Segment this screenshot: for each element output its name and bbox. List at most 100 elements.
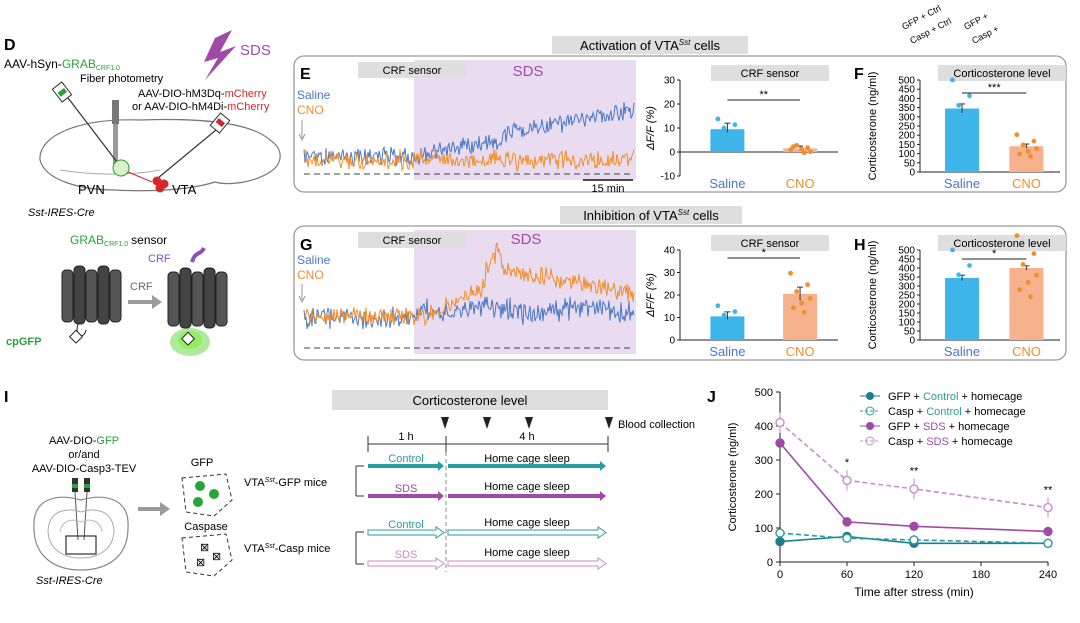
data-point — [1014, 132, 1020, 138]
category-label: Saline — [709, 176, 745, 191]
y-tick-label: 500 — [898, 76, 915, 87]
data-point — [729, 323, 734, 329]
data-point — [735, 316, 740, 322]
y-tick-label: 300 — [755, 455, 773, 467]
bar-saline — [945, 108, 979, 172]
virus-dio-label: AAV-DIO- — [49, 435, 97, 447]
y-tick-label: -10 — [661, 172, 676, 183]
receptor-active-icon — [167, 246, 228, 356]
sds-label-g: SDS — [511, 231, 542, 248]
bar-title-bg — [938, 235, 1066, 251]
y-tick-label: 450 — [898, 85, 915, 96]
bar-cno — [1009, 268, 1044, 340]
y-tick-label: 450 — [898, 255, 915, 266]
panel-letter-i: I — [4, 389, 8, 406]
category-label: Saline — [944, 176, 980, 191]
y-axis-label: ΔF/F (%) — [645, 273, 657, 318]
y-tick-label: 400 — [898, 264, 915, 275]
panel-letter-j: J — [707, 389, 716, 406]
marker-3 — [605, 417, 613, 429]
significance-label: * — [992, 248, 997, 260]
gfp-cell-1 — [195, 481, 205, 491]
saline-legend-e: Saline — [297, 88, 331, 102]
y-tick-label: 300 — [898, 112, 915, 123]
data-point — [1034, 272, 1039, 278]
arrow2-label: SDS — [395, 483, 418, 495]
time-4h-label: 4 h — [519, 431, 534, 443]
series-point-1 — [842, 533, 852, 543]
significance-label: *** — [988, 82, 1002, 94]
mcherry-label-1: mCherry — [225, 88, 268, 100]
bar-title: CRF sensor — [741, 68, 800, 80]
grab-label: GRAB — [62, 57, 96, 71]
y-tick-label: 500 — [898, 246, 915, 257]
series-point-2 — [909, 521, 919, 531]
data-point — [956, 102, 961, 108]
vta-cell-3 — [155, 183, 165, 193]
mcherry-label-2: mCherry — [227, 101, 270, 113]
y-tick-label: 10 — [664, 124, 676, 135]
virus-or-label: or/and — [68, 449, 99, 461]
hm3dq-label: AAV-DIO-hM3Dq- — [138, 88, 225, 100]
marker-1 — [483, 417, 491, 429]
panel-letter-h: H — [854, 237, 866, 254]
marker-0 — [441, 417, 449, 429]
fiber-optic — [113, 124, 118, 164]
chart-e-bar: CRF sensor -10 0 10 20 30 ΔF/F (%) Saline CNO ** — [645, 65, 838, 191]
y-tick-label: 250 — [898, 291, 915, 302]
legend-j-2: GFP + SDS + homecage — [888, 421, 1009, 433]
data-point — [1025, 148, 1031, 154]
vta-cell-1 — [152, 176, 162, 186]
data-point — [952, 294, 958, 299]
crf-sensor-tag-e: CRF sensor — [383, 65, 442, 77]
arrow3-label: Control — [388, 519, 423, 531]
x-axis-label: Time after stress (min) — [854, 585, 974, 599]
arrow1-sleep: Home cage sleep — [484, 453, 570, 465]
data-point — [788, 147, 793, 153]
vta-label: VTA — [172, 182, 197, 197]
significance-label: * — [845, 457, 850, 469]
arrow2-post — [448, 491, 606, 501]
data-point — [1031, 138, 1037, 144]
y-tick-label: 50 — [904, 158, 916, 169]
panel-e: E CRF sensor SDS Saline CNO 15 min — [297, 60, 636, 195]
legend-j: GFP + Control + homecage Casp + Control … — [860, 391, 1026, 448]
cno-legend-g: CNO — [297, 268, 324, 282]
data-point — [969, 112, 975, 118]
mouse-line-label-d: Sst-IRES-Cre — [28, 207, 95, 219]
needle-grab — [61, 89, 121, 167]
crf-sensor-tag-g-bg — [358, 232, 466, 248]
data-point — [807, 296, 813, 301]
arrow2-sleep: Home cage sleep — [484, 481, 570, 493]
series-point-3 — [1043, 502, 1053, 513]
coronal-brain-icon — [33, 478, 129, 571]
category-label: CNO — [1012, 176, 1041, 191]
brain-outline — [39, 118, 281, 192]
data-point — [963, 131, 969, 137]
y-tick-label: 0 — [909, 336, 915, 347]
dead-cell-1: ⊠ — [200, 542, 209, 554]
significance-label: ** — [1044, 484, 1053, 496]
arrow4-post — [447, 557, 607, 570]
category-label: CNO — [786, 344, 815, 359]
time-marker-arrows — [441, 417, 613, 429]
y-axis-label: ΔF/F (%) — [645, 106, 657, 151]
significance-label: ** — [759, 89, 768, 101]
panel-h: H — [854, 237, 866, 254]
data-point — [721, 312, 727, 318]
gfp-region-outline — [181, 473, 233, 517]
cno-legend-e: CNO — [297, 103, 324, 117]
series-point-1 — [775, 528, 785, 538]
series-line-0 — [779, 535, 1048, 545]
y-tick-label: 500 — [755, 387, 773, 399]
y-tick-label: 0 — [669, 148, 675, 159]
data-point — [726, 318, 732, 324]
data-point — [718, 321, 723, 326]
virus-casp-label: AAV-DIO-Casp3-TEV — [32, 463, 137, 475]
marker-2 — [525, 417, 533, 429]
arrow3-pre — [367, 526, 445, 539]
y-tick-label: 400 — [755, 421, 773, 433]
data-point — [788, 270, 793, 276]
category-label: CNO — [1012, 344, 1041, 359]
caspase-zoom-label: Caspase — [184, 521, 227, 533]
